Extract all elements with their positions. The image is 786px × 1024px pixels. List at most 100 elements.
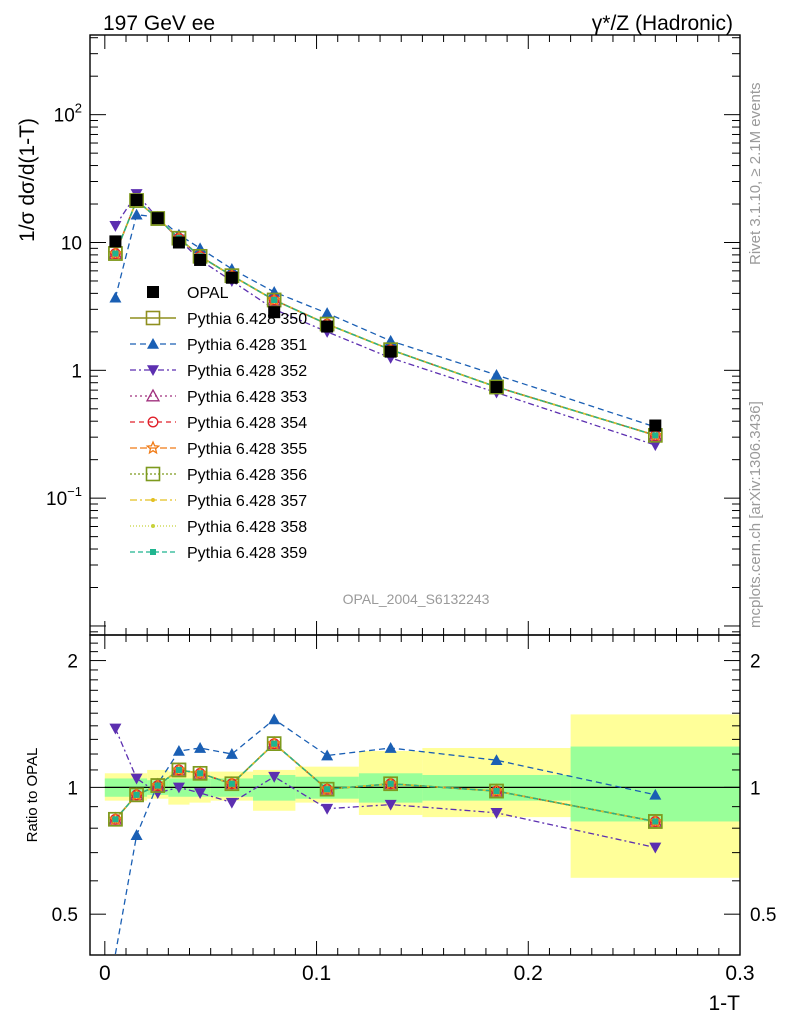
series-7-main-point-2 xyxy=(150,211,166,226)
legend-marker-7 xyxy=(145,466,161,482)
legend-marker-9 xyxy=(151,524,155,528)
series-7-ratio-point-1 xyxy=(129,787,144,803)
series-2-ratio-point-5 xyxy=(225,748,238,759)
series-2-ratio-point-10 xyxy=(649,788,662,800)
y-tick-base: 10 xyxy=(61,233,82,254)
series-2-main-point-0 xyxy=(109,291,122,303)
axes-frames xyxy=(89,34,741,956)
series-3-ratio-point-4 xyxy=(194,788,207,799)
series-10-ratio-point-3 xyxy=(175,766,182,773)
series-10-ratio-point-9 xyxy=(493,788,500,795)
series-3-main-point-0 xyxy=(109,221,122,232)
y-tick-label-ratio-right: 0.5 xyxy=(750,905,776,926)
series-10-ratio-point-8 xyxy=(387,780,394,787)
mcplots-label: mcplots.cern.ch [arXiv:1306.3436] xyxy=(747,401,764,628)
band-green-10 xyxy=(570,746,740,822)
legend-label-5: Pythia 6.428 354 xyxy=(187,415,307,432)
series-2-main-point-1 xyxy=(130,208,143,220)
y-tick-label-ratio-left: 1 xyxy=(67,778,78,799)
legend-marker-8 xyxy=(151,498,155,502)
legend-label-10: Pythia 6.428 359 xyxy=(187,545,307,562)
legend-marker-3 xyxy=(147,365,159,376)
y-tick-base: 10 xyxy=(46,489,67,510)
series-2-main-point-9 xyxy=(490,368,503,380)
series-10-ratio-point-4 xyxy=(197,770,204,777)
y-tick-exponent: −1 xyxy=(67,484,82,499)
series-10-ratio-point-0 xyxy=(112,816,119,823)
series-0-main-point-0 xyxy=(109,235,122,248)
ratio-frame xyxy=(89,634,741,956)
series-7-ratio-point-10 xyxy=(648,814,663,829)
series-3-ratio-point-6 xyxy=(268,771,281,783)
series-2-ratio-point-4 xyxy=(194,742,207,753)
x-axis-label: 1-T xyxy=(709,992,741,1015)
legend-label-1: Pythia 6.428 350 xyxy=(187,311,307,328)
x-tick-label: 0.1 xyxy=(302,962,331,985)
y-tick-base: 10 xyxy=(54,106,75,127)
series-0-main-point-5 xyxy=(225,271,238,284)
series-0-main-point-10 xyxy=(649,419,662,432)
header-right: γ*/Z (Hadronic) xyxy=(592,12,733,35)
series-7-main-point-9 xyxy=(489,379,504,395)
legend-marker-5 xyxy=(147,416,159,428)
series-2-ratio-point-6 xyxy=(268,713,281,725)
series-0-main-point-6 xyxy=(268,306,281,319)
legend-label-6: Pythia 6.428 355 xyxy=(187,441,307,458)
analysis-label: OPAL_2004_S6132243 xyxy=(343,591,490,607)
series-2-ratio-point-7 xyxy=(321,749,334,761)
series-10-ratio-point-5 xyxy=(228,780,235,787)
series-10-main-point-10 xyxy=(652,432,659,439)
series-10-main-point-6 xyxy=(271,296,278,303)
legend-label-7: Pythia 6.428 356 xyxy=(187,467,307,484)
legend-marker-6 xyxy=(145,440,161,455)
series-0-main-point-4 xyxy=(194,253,207,266)
series-0-main-point-3 xyxy=(172,236,185,249)
rivet-label: Rivet 3.1.10, ≥ 2.1M events xyxy=(747,83,764,266)
series-0-main-point-8 xyxy=(384,345,397,358)
series-2-ratio-point-1 xyxy=(130,829,143,840)
y-tick-label-ratio-right: 2 xyxy=(750,652,761,673)
series-0-main-point-7 xyxy=(321,320,334,333)
series-3-ratio-point-1 xyxy=(130,773,143,785)
series-7-ratio-point-7 xyxy=(319,781,335,797)
legend-label-2: Pythia 6.428 351 xyxy=(187,337,307,354)
series-7-ratio-point-6 xyxy=(266,736,282,751)
y-tick-label-main: 1 xyxy=(71,361,82,382)
y-tick-label-ratio-left: 0.5 xyxy=(52,905,78,926)
legend-marker-0 xyxy=(147,286,159,298)
y-tick-label-ratio-left: 2 xyxy=(67,652,78,673)
series-7-ratio-point-5 xyxy=(224,776,240,792)
series-3-ratio-point-5 xyxy=(225,797,238,809)
series-7-ratio-point-0 xyxy=(108,811,123,827)
legend-label-9: Pythia 6.428 358 xyxy=(187,519,307,536)
series-3-ratio-point-9 xyxy=(490,808,503,819)
series-3-ratio-point-0 xyxy=(109,723,122,735)
legend-label-3: Pythia 6.428 352 xyxy=(187,363,307,380)
series-10-ratio-point-6 xyxy=(271,740,278,747)
main-y-axis-label: 1/σ dσ/d(1-T) xyxy=(16,118,39,242)
series-7-ratio-point-8 xyxy=(383,776,398,792)
series-3-ratio-point-7 xyxy=(321,803,334,815)
series-3-ratio-point-3 xyxy=(172,782,185,794)
series-0-main-point-1 xyxy=(130,194,143,207)
series-2-ratio-point-3 xyxy=(172,744,185,756)
series-10-ratio-point-7 xyxy=(324,786,331,793)
series-7-ratio-point-2 xyxy=(150,778,166,793)
series-7-ratio-point-4 xyxy=(192,765,208,781)
y-tick-label-main: 10 xyxy=(61,233,82,254)
series-2-ratio-point-9 xyxy=(490,754,503,766)
series-10-ratio-point-10 xyxy=(652,818,659,825)
legend-marker-2 xyxy=(147,338,159,349)
x-tick-label: 0.2 xyxy=(514,962,543,985)
legend-label-4: Pythia 6.428 353 xyxy=(187,389,307,406)
y-tick-exponent: 2 xyxy=(75,101,82,116)
legend-label-0: OPAL xyxy=(187,285,229,302)
series-2-ratio-point-8 xyxy=(384,742,397,753)
x-tick-label: 0.3 xyxy=(725,962,754,985)
series-7-ratio-point-3 xyxy=(171,762,187,778)
legend-label-8: Pythia 6.428 357 xyxy=(187,493,307,510)
series-0-main-point-9 xyxy=(490,381,503,394)
ratio-y-axis-label: Ratio to OPAL xyxy=(24,748,41,843)
series-3-ratio-point-8 xyxy=(384,799,397,811)
